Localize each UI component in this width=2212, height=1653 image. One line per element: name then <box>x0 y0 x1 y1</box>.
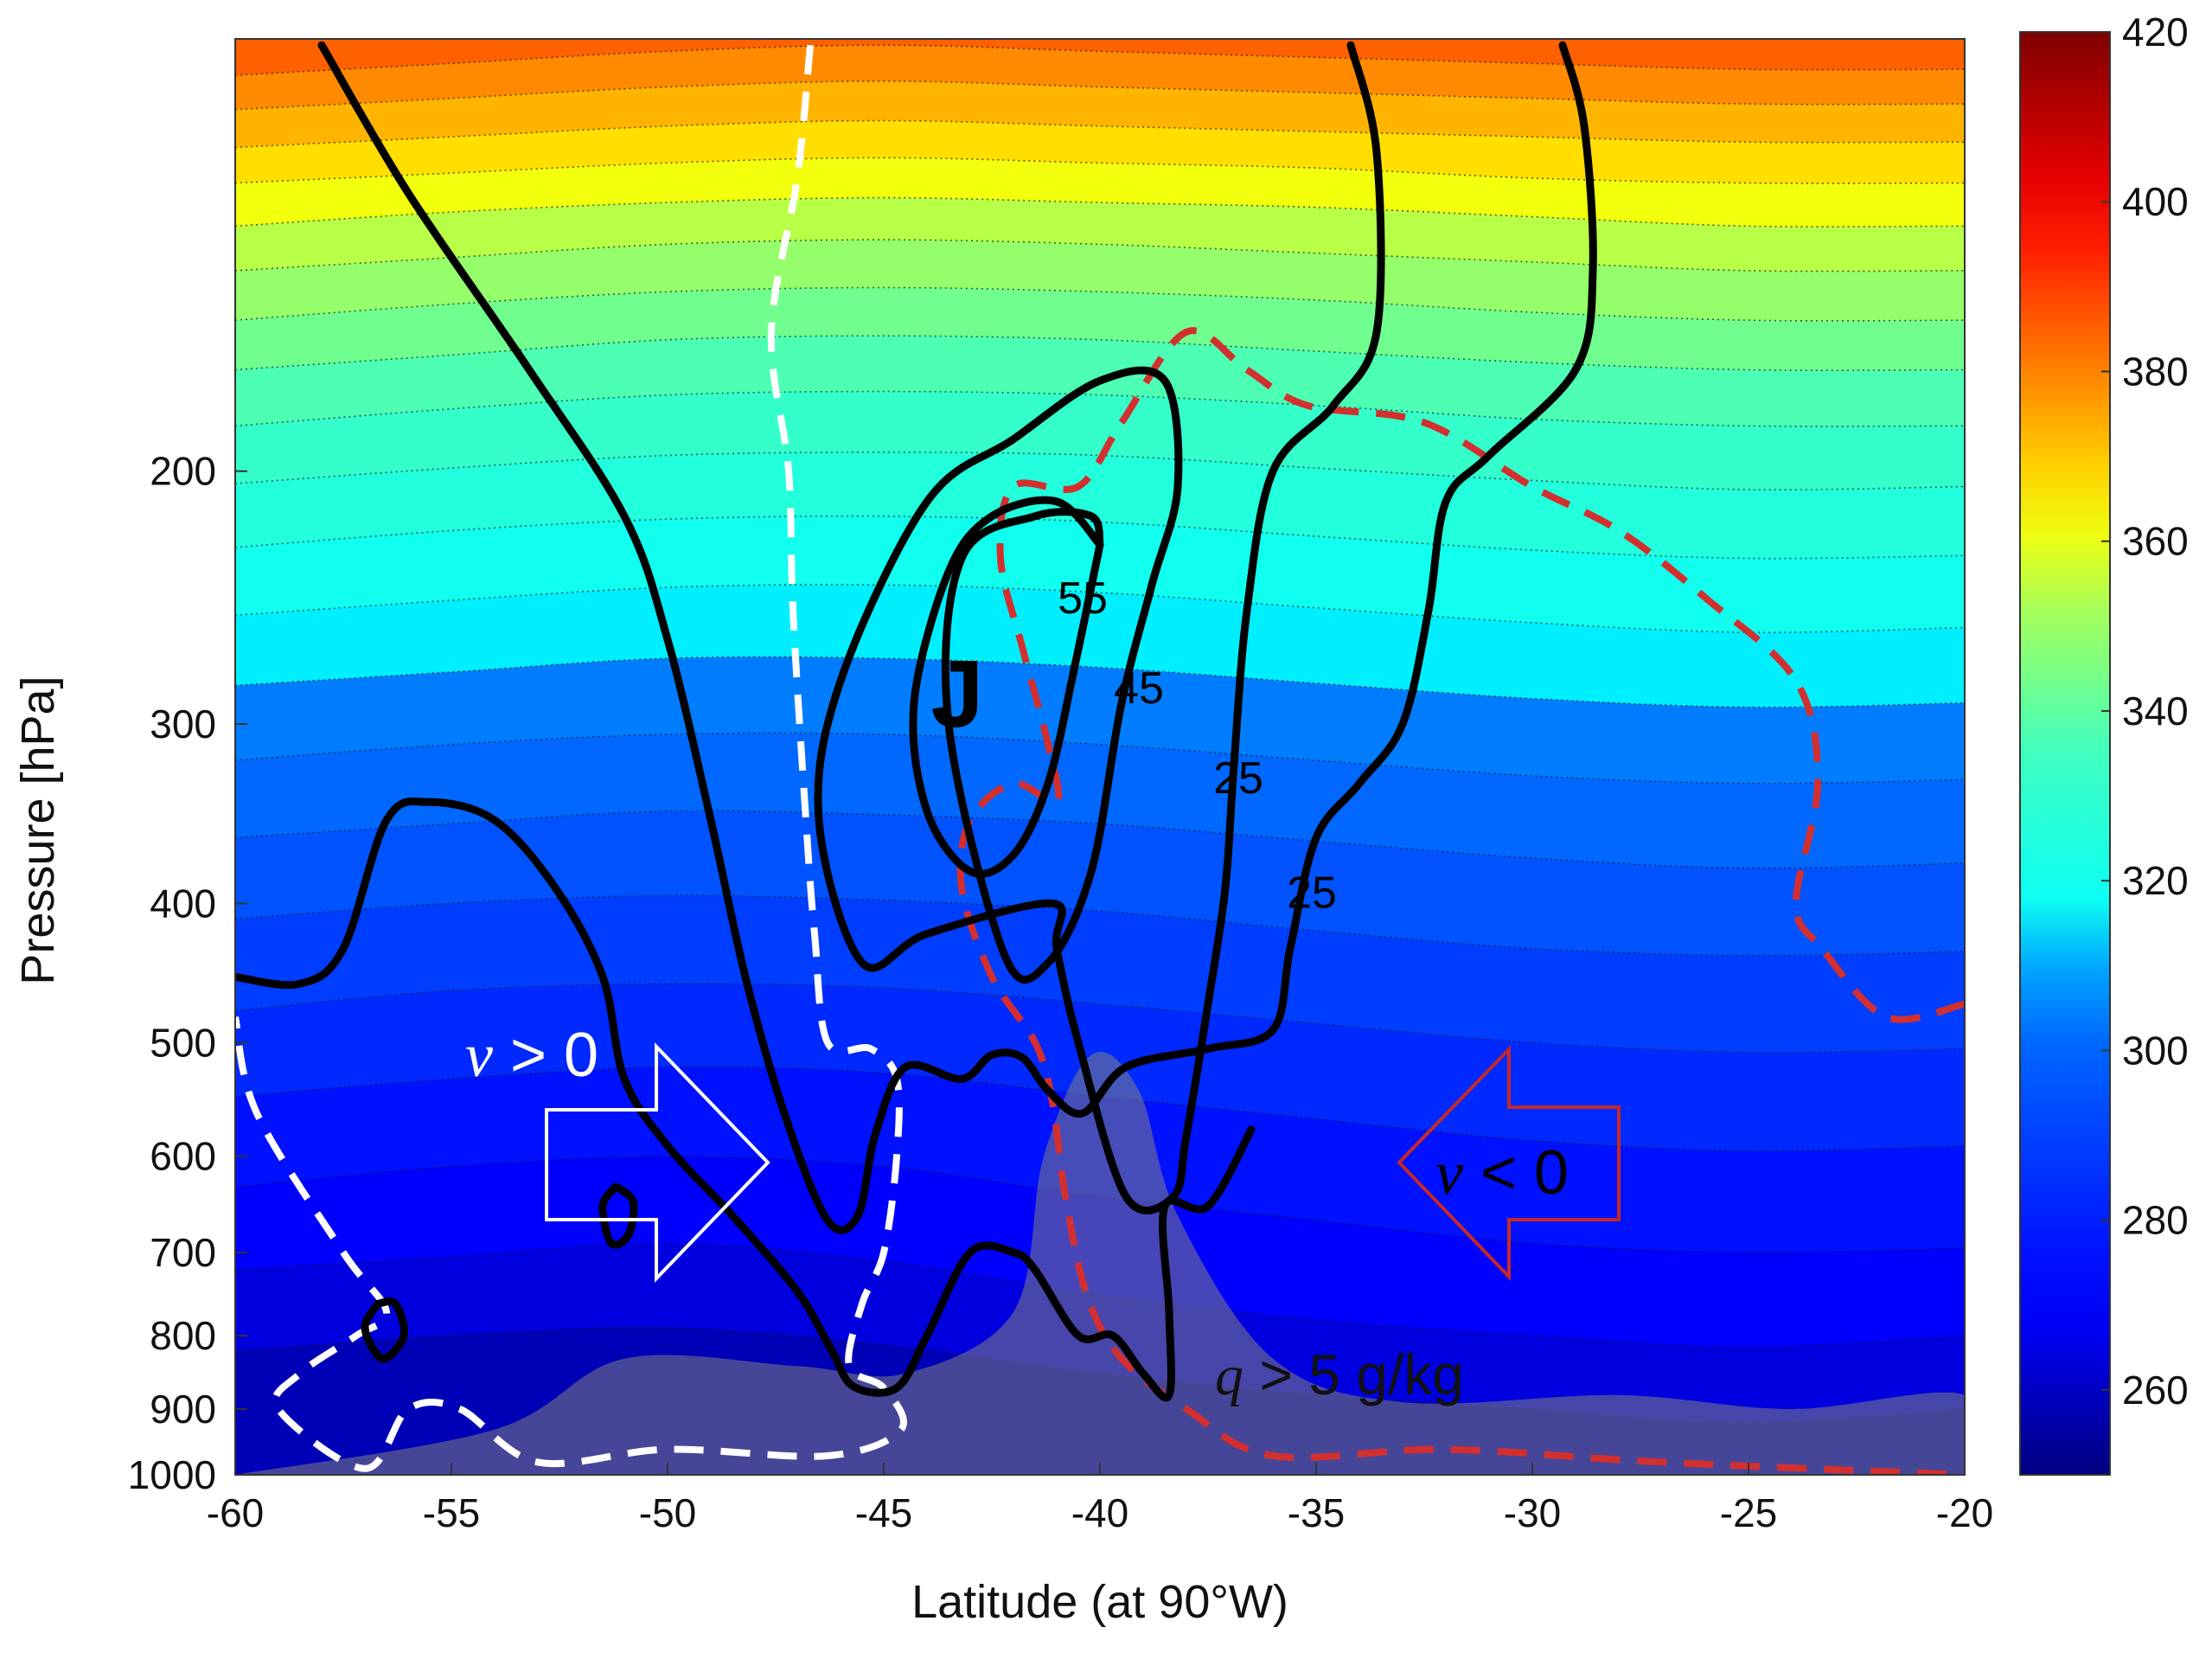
x-tick-label: -60 <box>207 1490 264 1535</box>
y-tick-label: 700 <box>150 1230 216 1275</box>
x-axis-title: Latitude (at 90°W) <box>911 1576 1288 1628</box>
x-tick-label: -40 <box>1071 1490 1128 1535</box>
theta-contour-line <box>235 656 1965 708</box>
theta-contour-line <box>235 810 1965 869</box>
colorbar-tick-label: 420 <box>2122 10 2189 54</box>
moisture-shading <box>235 1052 1965 1475</box>
x-axis: -60 -55 -50 -45 -40 -35 -30 -25 -20 <box>207 1463 1993 1535</box>
y-axis: 200 300 400 500 600 700 800 900 1000 <box>128 449 247 1497</box>
v-symbol: v <box>1435 1138 1463 1208</box>
theta-contour-line <box>235 983 1965 1054</box>
colorbar-tick-label: 320 <box>2122 858 2189 903</box>
q-symbol: q <box>1215 1344 1243 1407</box>
x-tick-label: -30 <box>1504 1490 1561 1535</box>
wind-contour-line <box>235 797 1256 1402</box>
moisture-label: > 5 g/kg <box>1243 1342 1464 1406</box>
x-tick-label: -20 <box>1936 1490 1993 1535</box>
colorbar-tick-label: 380 <box>2122 349 2189 394</box>
meridional-wind-zero-contour <box>235 44 907 1472</box>
colorbar-tick-label: 280 <box>2122 1198 2189 1243</box>
plot-area <box>235 39 1965 1475</box>
jet-marker: J <box>930 641 983 747</box>
y-tick-label: 200 <box>150 449 216 494</box>
y-tick-label: 500 <box>150 1020 216 1065</box>
x-tick-label: -45 <box>855 1490 912 1535</box>
contour-label: 45 <box>1114 663 1164 714</box>
svg-text:v > 0: v > 0 <box>465 1021 598 1090</box>
y-tick-label: 1000 <box>128 1452 216 1497</box>
y-tick-label: 400 <box>150 881 216 926</box>
contour-label: 25 <box>1213 753 1263 804</box>
theta-contour-line <box>235 451 1965 491</box>
x-tick-label: -25 <box>1720 1490 1777 1535</box>
contour-label: 25 <box>1287 868 1337 919</box>
wind-contour-line <box>317 41 1597 1234</box>
colorbar: 260 280 300 320 340 360 380 400 420 <box>2019 10 2189 1476</box>
wind-contour-line <box>814 41 1385 1214</box>
colorbar-tick-label: 260 <box>2122 1368 2189 1413</box>
y-axis-title: Pressure [hPa] <box>12 676 64 984</box>
contour-label: 55 <box>1058 573 1108 624</box>
colorbar-ticks: 260 280 300 320 340 360 380 400 420 <box>2101 10 2189 1413</box>
x-tick-label: -35 <box>1288 1490 1345 1535</box>
svg-text:q > 5 g/kg: q > 5 g/kg <box>1215 1342 1464 1407</box>
wind-contour-line <box>361 1297 408 1363</box>
svg-text:v < 0: v < 0 <box>1435 1138 1569 1208</box>
colorbar-tick-label: 340 <box>2122 689 2189 734</box>
v-symbol: v <box>465 1021 493 1090</box>
wind-contour-line <box>598 1182 638 1249</box>
y-tick-label: 300 <box>150 702 216 746</box>
theta-contour-line <box>235 335 1965 371</box>
zonal-wind-contours <box>235 41 1597 1402</box>
v-negative-arrow: v < 0 <box>1397 1045 1621 1281</box>
theta-contour-line <box>235 584 1965 633</box>
v-positive-label: > 0 <box>493 1021 598 1090</box>
colorbar-tick-label: 400 <box>2122 179 2189 224</box>
x-tick-label: -55 <box>423 1490 480 1535</box>
theta-contour-line <box>235 515 1965 560</box>
colorbar-tick-label: 360 <box>2122 519 2189 564</box>
moisture-region <box>235 1052 1965 1475</box>
colorbar-tick-label: 300 <box>2122 1028 2189 1073</box>
colorbar-gradient <box>2019 31 2111 1476</box>
v-positive-arrow: v > 0 <box>465 1021 770 1283</box>
right-arrow-icon <box>545 1042 770 1283</box>
y-tick-label: 600 <box>150 1134 216 1179</box>
theta-band <box>235 39 1965 75</box>
v-negative-label: < 0 <box>1463 1138 1569 1208</box>
x-tick-label: -50 <box>639 1490 696 1535</box>
theta-contour-bands <box>235 39 1965 1424</box>
y-tick-label: 900 <box>150 1387 216 1432</box>
y-tick-label: 800 <box>150 1313 216 1358</box>
wind-contour-line <box>909 496 1104 878</box>
theta-contour-line <box>235 732 1965 785</box>
theta-contour-line <box>235 390 1965 427</box>
left-arrow-icon <box>1397 1045 1621 1281</box>
v-zero-white-contour <box>235 44 907 1472</box>
theta-contour-line <box>235 894 1965 957</box>
